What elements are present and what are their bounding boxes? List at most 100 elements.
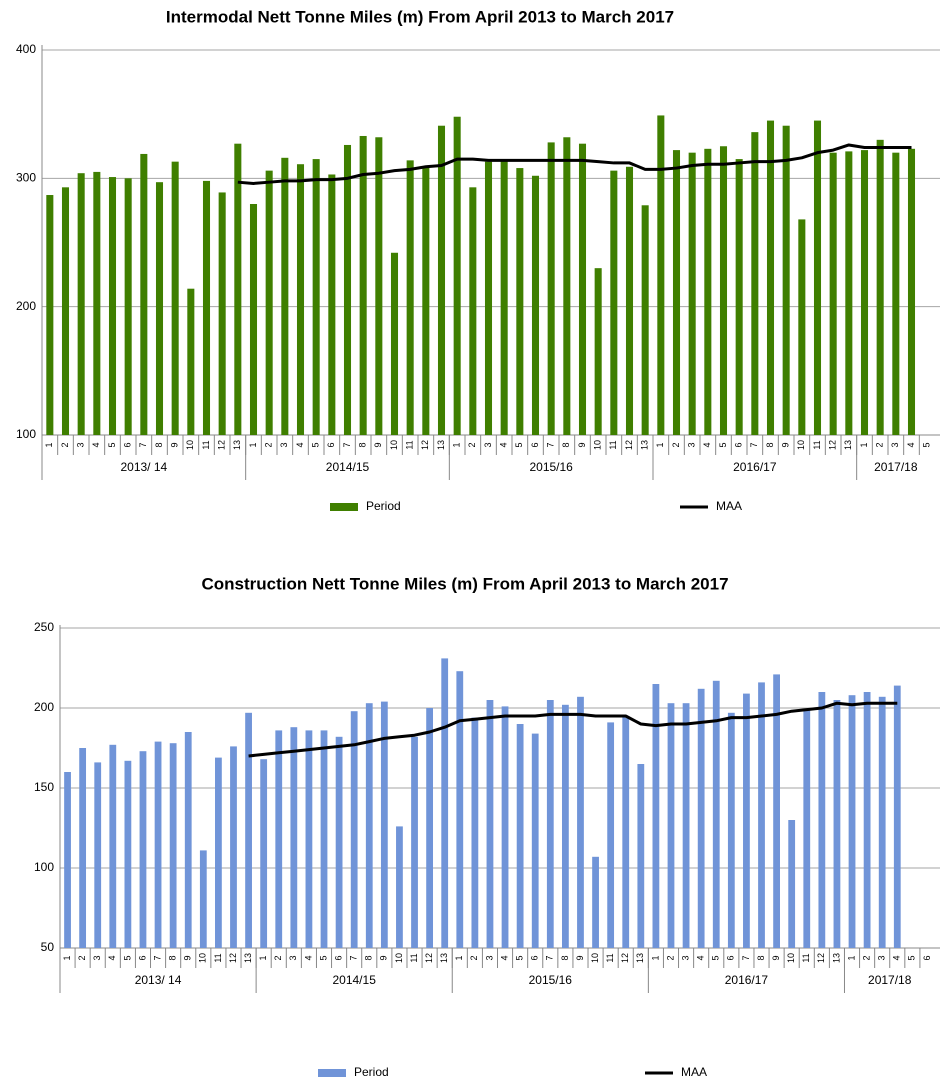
x-tick-label: 1 <box>258 955 268 960</box>
x-tick-label: 4 <box>906 442 916 447</box>
x-tick-label: 9 <box>373 442 383 447</box>
chart-title: Intermodal Nett Tonne Miles (m) From Apr… <box>166 7 674 26</box>
bar <box>77 173 85 435</box>
bar <box>199 850 207 948</box>
x-tick-label: 8 <box>154 442 164 447</box>
x-tick-label: 4 <box>499 955 509 960</box>
bar <box>124 760 132 948</box>
bar <box>281 157 289 436</box>
bar <box>863 692 871 948</box>
line <box>237 143 912 185</box>
bar <box>155 182 164 435</box>
bar <box>94 762 102 948</box>
bar <box>594 268 602 435</box>
x-tick-label: 6 <box>734 442 744 447</box>
bar <box>561 704 569 948</box>
bar <box>667 703 675 948</box>
x-tick-label: 2 <box>60 442 70 447</box>
bar <box>907 148 916 436</box>
bar <box>108 177 117 436</box>
bar <box>563 137 571 435</box>
bar <box>230 746 237 948</box>
x-tick-label: 1 <box>859 442 869 447</box>
bar <box>350 711 358 948</box>
x-tick-label: 2 <box>875 442 885 447</box>
bar <box>93 171 101 435</box>
bar <box>380 701 388 948</box>
x-tick-label: 2 <box>264 442 274 447</box>
bar <box>64 772 71 948</box>
bar <box>140 153 148 435</box>
x-tick-label: 9 <box>183 955 193 960</box>
bar <box>813 120 822 435</box>
x-tick-label: 7 <box>349 955 359 960</box>
x-tick-label: 8 <box>765 442 775 447</box>
bar <box>320 730 328 948</box>
x-tick-label: 10 <box>389 440 399 450</box>
x-tick-label: 6 <box>922 955 932 960</box>
x-tick-label: 13 <box>843 440 853 450</box>
x-tick-label: 13 <box>436 440 446 450</box>
bar <box>818 692 826 948</box>
bar <box>290 727 298 948</box>
bar <box>154 741 162 948</box>
x-tick-label: 3 <box>76 442 86 447</box>
x-tick-label: 10 <box>590 953 600 963</box>
group-label: 2013/ 14 <box>120 460 167 474</box>
x-tick-label: 3 <box>92 955 102 960</box>
x-tick-label: 8 <box>561 442 571 447</box>
y-tick-label: 150 <box>34 780 54 794</box>
bar <box>359 135 367 435</box>
bar <box>829 152 837 435</box>
bar <box>578 143 587 435</box>
bar <box>411 736 418 948</box>
bar <box>788 820 796 948</box>
x-tick-label: 4 <box>295 442 305 447</box>
bar <box>375 137 383 435</box>
x-tick-label: 7 <box>138 442 148 447</box>
bar <box>296 164 305 435</box>
bar <box>79 748 87 948</box>
x-tick-label: 6 <box>137 955 147 960</box>
x-tick-label: 10 <box>786 953 796 963</box>
x-tick-label: 13 <box>232 440 242 450</box>
group-label: 2013/ 14 <box>135 973 182 987</box>
x-tick-label: 2 <box>861 955 871 960</box>
bar <box>652 684 660 948</box>
bar <box>531 733 539 948</box>
legend-swatch <box>330 503 358 511</box>
x-tick-label: 3 <box>483 442 493 447</box>
x-tick-label: 2 <box>273 955 283 960</box>
x-tick-label: 13 <box>635 953 645 963</box>
x-tick-label: 9 <box>781 442 791 447</box>
x-tick-label: 5 <box>515 955 525 960</box>
x-tick-label: 1 <box>44 442 54 447</box>
x-tick-label: 1 <box>650 955 660 960</box>
x-tick-label: 2 <box>671 442 681 447</box>
x-tick-label: 12 <box>828 440 838 450</box>
x-tick-label: 13 <box>439 953 449 963</box>
bar <box>234 143 242 435</box>
group-label: 2016/17 <box>725 973 769 987</box>
bar <box>531 175 540 435</box>
x-tick-label: 9 <box>379 955 389 960</box>
x-tick-label: 1 <box>62 955 72 960</box>
bar <box>782 125 790 435</box>
x-tick-label: 2 <box>469 955 479 960</box>
x-tick-label: 5 <box>718 442 728 447</box>
bar <box>500 159 508 436</box>
x-tick-label: 12 <box>217 440 227 450</box>
group-label: 2015/16 <box>529 973 573 987</box>
group-label: 2017/18 <box>868 973 912 987</box>
x-tick-label: 10 <box>198 953 208 963</box>
bar <box>484 161 493 435</box>
bar <box>773 674 780 948</box>
x-tick-label: 6 <box>123 442 133 447</box>
y-tick-label: 250 <box>34 620 54 634</box>
bar <box>171 161 179 435</box>
x-tick-label: 6 <box>333 955 343 960</box>
bar <box>305 730 313 948</box>
x-tick-label: 6 <box>530 442 540 447</box>
x-tick-label: 5 <box>122 955 132 960</box>
bar <box>622 716 630 948</box>
